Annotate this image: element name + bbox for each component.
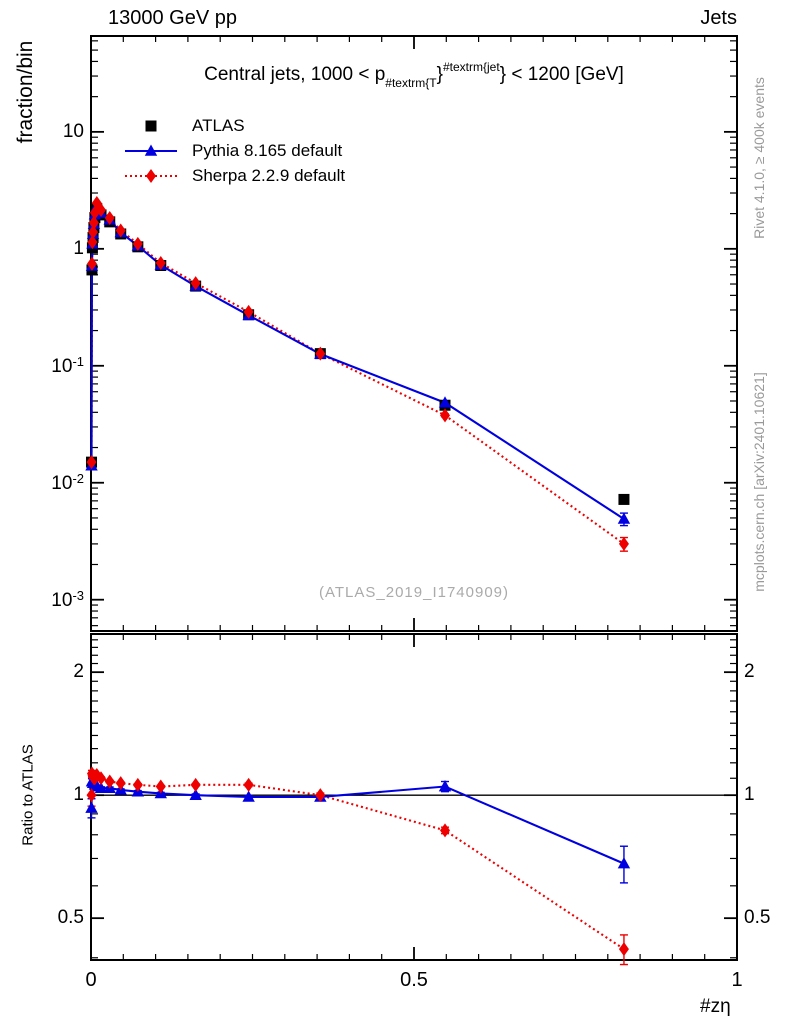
- legend-marker-square: [145, 120, 157, 131]
- legend-item-sherpa: Sherpa 2.2.9 default: [122, 163, 345, 188]
- legend-label: Sherpa 2.2.9 default: [192, 165, 346, 185]
- x-tick-label: 1: [731, 969, 743, 991]
- legend-item-atlas: ATLAS: [122, 113, 345, 138]
- legend-item-pythia: Pythia 8.165 default: [122, 138, 345, 163]
- y-ratio-tick-label-left: 1: [73, 784, 84, 806]
- marker-triangle: [617, 857, 631, 869]
- marker-diamond: [88, 225, 99, 240]
- y-main-tick-label: 10: [62, 120, 84, 142]
- legend-sample-svg: [125, 168, 177, 183]
- y-main-tick-label: 10-2: [51, 470, 84, 494]
- panel-title-brace2: }: [499, 64, 507, 85]
- marker-diamond: [315, 788, 326, 803]
- page-title-analysis-group: Jets: [700, 7, 737, 29]
- analysis-watermark: (ATLAS_2019_I1740909): [318, 584, 509, 601]
- marker-diamond: [104, 210, 115, 225]
- marker-diamond: [440, 823, 451, 838]
- legend-label: Pythia 8.165 default: [192, 140, 343, 160]
- y-ratio-tick-label-right: 2: [744, 661, 755, 683]
- marker-diamond: [155, 256, 166, 271]
- legend-marker-diamond: [146, 168, 156, 183]
- marker-diamond: [88, 215, 99, 230]
- marker-diamond: [115, 776, 126, 791]
- marker-triangle: [438, 780, 452, 792]
- legend-sample-svg: [125, 144, 177, 156]
- y-ratio-tick-label-left: 0.5: [57, 907, 84, 929]
- y-ratio-tick-label-right: 1: [744, 784, 755, 806]
- marker-diamond: [243, 777, 254, 792]
- legend-label: ATLAS: [192, 115, 245, 135]
- series-line-ratio-sherpa: [90, 773, 625, 950]
- x-tick-label: 0: [85, 969, 97, 991]
- marker-triangle: [242, 790, 255, 802]
- marker-diamond: [86, 256, 97, 271]
- marker-triangle: [85, 801, 98, 813]
- page-title-beam: 13000 GeV pp: [108, 7, 237, 29]
- legend-sample-svg: [145, 120, 157, 131]
- marker-diamond: [618, 942, 629, 957]
- series-line-main-sherpa: [90, 200, 625, 545]
- panel-title-pre: Central jets, 1000 < p: [204, 64, 386, 85]
- marker-diamond: [132, 777, 143, 792]
- marker-diamond: [96, 203, 107, 218]
- marker-diamond: [315, 346, 326, 361]
- series-line-ratio-pythia: [90, 780, 625, 865]
- legend-marker-triangle: [144, 144, 158, 156]
- marker-diamond: [86, 455, 97, 470]
- panel-title-superscript: #textrm{jet: [443, 60, 500, 74]
- atlas-square-marker-icon: [122, 116, 180, 136]
- marker-triangle: [94, 781, 108, 794]
- mcplots-arxiv-note: mcplots.cern.ch [arXiv:2401.10621]: [751, 372, 767, 592]
- marker-diamond: [115, 223, 126, 238]
- x-axis-label: #zη: [700, 996, 731, 1017]
- marker-diamond: [86, 788, 97, 803]
- marker-diamond: [87, 235, 98, 250]
- marker-triangle: [617, 512, 631, 524]
- marker-diamond: [190, 777, 201, 792]
- pythia-triangle-line-icon: [122, 141, 180, 161]
- series-line-main-pythia: [90, 203, 625, 520]
- y-ratio-tick-label-right: 0.5: [744, 907, 771, 929]
- marker-triangle: [189, 788, 202, 800]
- y-main-tick-label: 1: [73, 237, 84, 259]
- panel-title-subscript: #textrm{T: [385, 76, 437, 90]
- tick-label-exponent: -3: [72, 587, 84, 603]
- tick-label-exponent: -1: [72, 353, 84, 369]
- sherpa-diamond-line-icon: [122, 166, 180, 186]
- panel-title-post: < 1200 [GeV]: [506, 64, 624, 85]
- marker-diamond: [96, 771, 107, 786]
- marker-triangle: [438, 396, 452, 408]
- y-main-tick-label: 10-1: [51, 353, 84, 377]
- marker-diamond: [190, 276, 201, 291]
- legend: ATLAS Pythia 8.165 default Sherpa 2.2.9 …: [122, 113, 345, 188]
- marker-diamond: [104, 774, 115, 789]
- frame-ratio-panel: [90, 633, 738, 961]
- panel-title-brace1: }: [436, 64, 443, 85]
- x-tick-label: 0.5: [400, 969, 428, 991]
- tick-label-exponent: -2: [72, 470, 84, 486]
- rivet-version-note: Rivet 4.1.0, ≥ 400k events: [751, 77, 767, 239]
- marker-diamond: [440, 408, 451, 423]
- marker-diamond: [155, 779, 166, 794]
- y-main-tick-label: 10-3: [51, 587, 84, 611]
- marker-diamond: [132, 236, 143, 251]
- marker-diamond: [618, 536, 629, 551]
- marker-square: [618, 493, 630, 505]
- y-ratio-tick-label-left: 2: [73, 661, 84, 683]
- marker-diamond: [243, 304, 254, 319]
- panel-title: Central jets, 1000 < p#textrm{T}#textrm{…: [91, 60, 737, 90]
